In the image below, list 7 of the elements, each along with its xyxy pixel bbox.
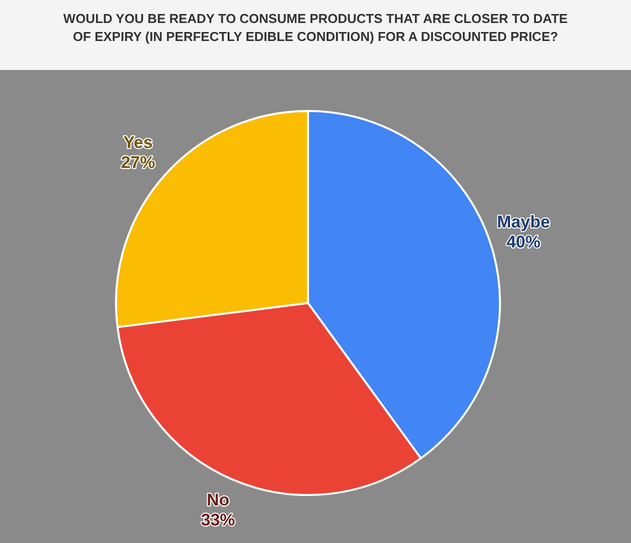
data-label: 40%	[506, 232, 540, 252]
chart-title: WOULD YOU BE READY TO CONSUME PRODUCTS THAT ARE CLOSER TO DATE OF EXPIRY (IN PERFECTLY EDIBLE CONDITION) FOR A DISCOUNTED PRICE?	[0, 0, 631, 70]
slice-label: Maybe	[497, 212, 550, 232]
slice-label: No	[206, 490, 230, 510]
data-label: 33%	[201, 510, 236, 530]
data-label: 27%	[121, 152, 156, 172]
slice-label: Yes	[123, 132, 153, 152]
